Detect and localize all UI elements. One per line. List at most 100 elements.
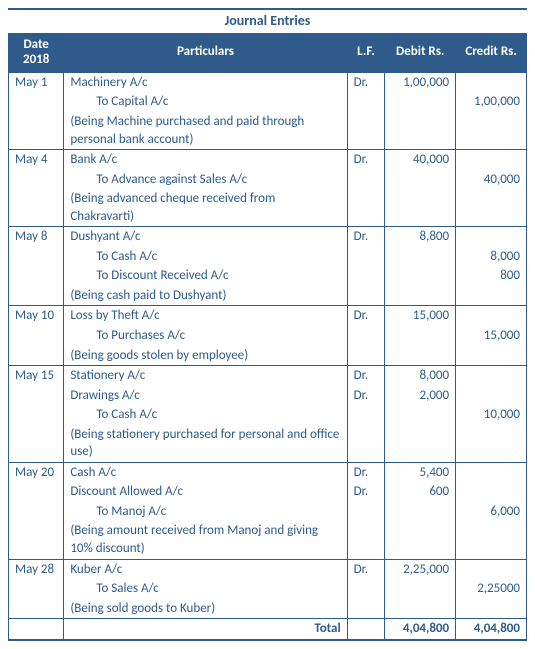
cell-particulars: Dushyant A/c — [64, 227, 347, 247]
cell-credit — [456, 72, 527, 92]
table-row: (Being Machine purchased and paid throug… — [9, 112, 527, 150]
table-row: (Being stationery purchased for personal… — [9, 425, 527, 463]
cell-credit — [456, 599, 527, 619]
cell-lf: Dr. — [347, 227, 385, 247]
table-row: (Being sold goods to Kuber) — [9, 599, 527, 619]
cell-credit: 1,00,000 — [456, 92, 527, 112]
cell-lf: Dr. — [347, 559, 385, 579]
cell-credit — [456, 189, 527, 227]
table-row: To Manoj A/c 6,000 — [9, 502, 527, 522]
cell-credit: 15,000 — [456, 326, 527, 346]
cell-debit: 2,000 — [385, 386, 456, 406]
cell-debit — [385, 247, 456, 267]
cell-debit — [385, 521, 456, 559]
table-row: (Being cash paid to Dushyant) — [9, 286, 527, 306]
cell-debit: 5,400 — [385, 462, 456, 482]
col-lf: L.F. — [347, 34, 385, 73]
table-row: (Being advanced cheque received from Cha… — [9, 189, 527, 227]
cell-lf — [347, 425, 385, 463]
cell-particulars: To Discount Received A/c — [64, 266, 347, 286]
cell-lf — [347, 346, 385, 366]
cell-date: May 28 — [9, 559, 64, 619]
cell-credit — [456, 346, 527, 366]
cell-credit — [456, 150, 527, 170]
cell-particulars: Drawings A/c — [64, 386, 347, 406]
cell-particulars: To Cash A/c — [64, 247, 347, 267]
cell-debit — [385, 170, 456, 190]
total-label: Total — [64, 619, 347, 639]
cell-credit — [456, 462, 527, 482]
cell-particulars: (Being stationery purchased for personal… — [64, 425, 347, 463]
cell-lf — [347, 189, 385, 227]
cell-debit: 2,25,000 — [385, 559, 456, 579]
cell-lf — [347, 170, 385, 190]
total-row: Total 4,04,8004,04,800 — [9, 619, 527, 639]
table-row: May 8Dushyant A/cDr.8,800 — [9, 227, 527, 247]
cell-particulars: To Capital A/c — [64, 92, 347, 112]
cell-lf: Dr. — [347, 386, 385, 406]
total-credit: 4,04,800 — [456, 619, 527, 639]
cell-lf — [347, 502, 385, 522]
cell-credit — [456, 386, 527, 406]
cell-debit — [385, 346, 456, 366]
cell-lf: Dr. — [347, 150, 385, 170]
cell-debit — [385, 112, 456, 150]
table-row: May 4Bank A/cDr.40,000 — [9, 150, 527, 170]
cell-particulars: Bank A/c — [64, 150, 347, 170]
cell-lf — [347, 286, 385, 306]
cell-debit: 8,000 — [385, 366, 456, 386]
cell-lf — [347, 92, 385, 112]
table-title: Journal Entries — [8, 10, 527, 33]
cell-particulars: (Being amount received from Manoj and gi… — [64, 521, 347, 559]
cell-lf: Dr. — [347, 306, 385, 326]
table-row: May 15Stationery A/cDr.8,000 — [9, 366, 527, 386]
journal-table: Date 2018 Particulars L.F. Debit Rs. Cre… — [8, 33, 527, 639]
cell-lf — [347, 247, 385, 267]
table-row: To Discount Received A/c 800 — [9, 266, 527, 286]
cell-particulars: To Manoj A/c — [64, 502, 347, 522]
cell-lf — [347, 266, 385, 286]
cell-debit — [385, 502, 456, 522]
cell-date: May 10 — [9, 306, 64, 366]
cell-date: May 1 — [9, 72, 64, 149]
cell-debit: 600 — [385, 482, 456, 502]
cell-lf — [347, 599, 385, 619]
cell-particulars: Loss by Theft A/c — [64, 306, 347, 326]
cell-credit — [456, 112, 527, 150]
cell-credit: 6,000 — [456, 502, 527, 522]
table-row: Drawings A/cDr.2,000 — [9, 386, 527, 406]
cell-credit — [456, 521, 527, 559]
cell-particulars: (Being goods stolen by employee) — [64, 346, 347, 366]
cell-particulars: (Being sold goods to Kuber) — [64, 599, 347, 619]
cell-lf — [347, 326, 385, 346]
cell-credit — [456, 366, 527, 386]
cell-credit: 2,25000 — [456, 579, 527, 599]
journal-entries-table: Journal Entries Date 2018 Particulars L.… — [8, 8, 527, 641]
cell-credit: 800 — [456, 266, 527, 286]
cell-debit — [385, 405, 456, 425]
cell-credit: 8,000 — [456, 247, 527, 267]
header-row: Date 2018 Particulars L.F. Debit Rs. Cre… — [9, 34, 527, 73]
cell-particulars: Stationery A/c — [64, 366, 347, 386]
table-row: To Sales A/c 2,25000 — [9, 579, 527, 599]
total-lf — [347, 619, 385, 639]
cell-lf — [347, 521, 385, 559]
cell-particulars: Discount Allowed A/c — [64, 482, 347, 502]
cell-particulars: To Sales A/c — [64, 579, 347, 599]
cell-lf: Dr. — [347, 366, 385, 386]
cell-debit — [385, 286, 456, 306]
cell-debit — [385, 579, 456, 599]
cell-date: May 20 — [9, 462, 64, 559]
cell-debit: 1,00,000 — [385, 72, 456, 92]
table-row: Discount Allowed A/cDr.600 — [9, 482, 527, 502]
table-row: (Being amount received from Manoj and gi… — [9, 521, 527, 559]
cell-particulars: Kuber A/c — [64, 559, 347, 579]
cell-debit — [385, 326, 456, 346]
cell-date: May 15 — [9, 366, 64, 463]
table-row: May 20Cash A/cDr.5,400 — [9, 462, 527, 482]
cell-particulars: To Purchases A/c — [64, 326, 347, 346]
cell-debit — [385, 189, 456, 227]
total-debit: 4,04,800 — [385, 619, 456, 639]
cell-debit — [385, 599, 456, 619]
table-row: May 28Kuber A/cDr.2,25,000 — [9, 559, 527, 579]
